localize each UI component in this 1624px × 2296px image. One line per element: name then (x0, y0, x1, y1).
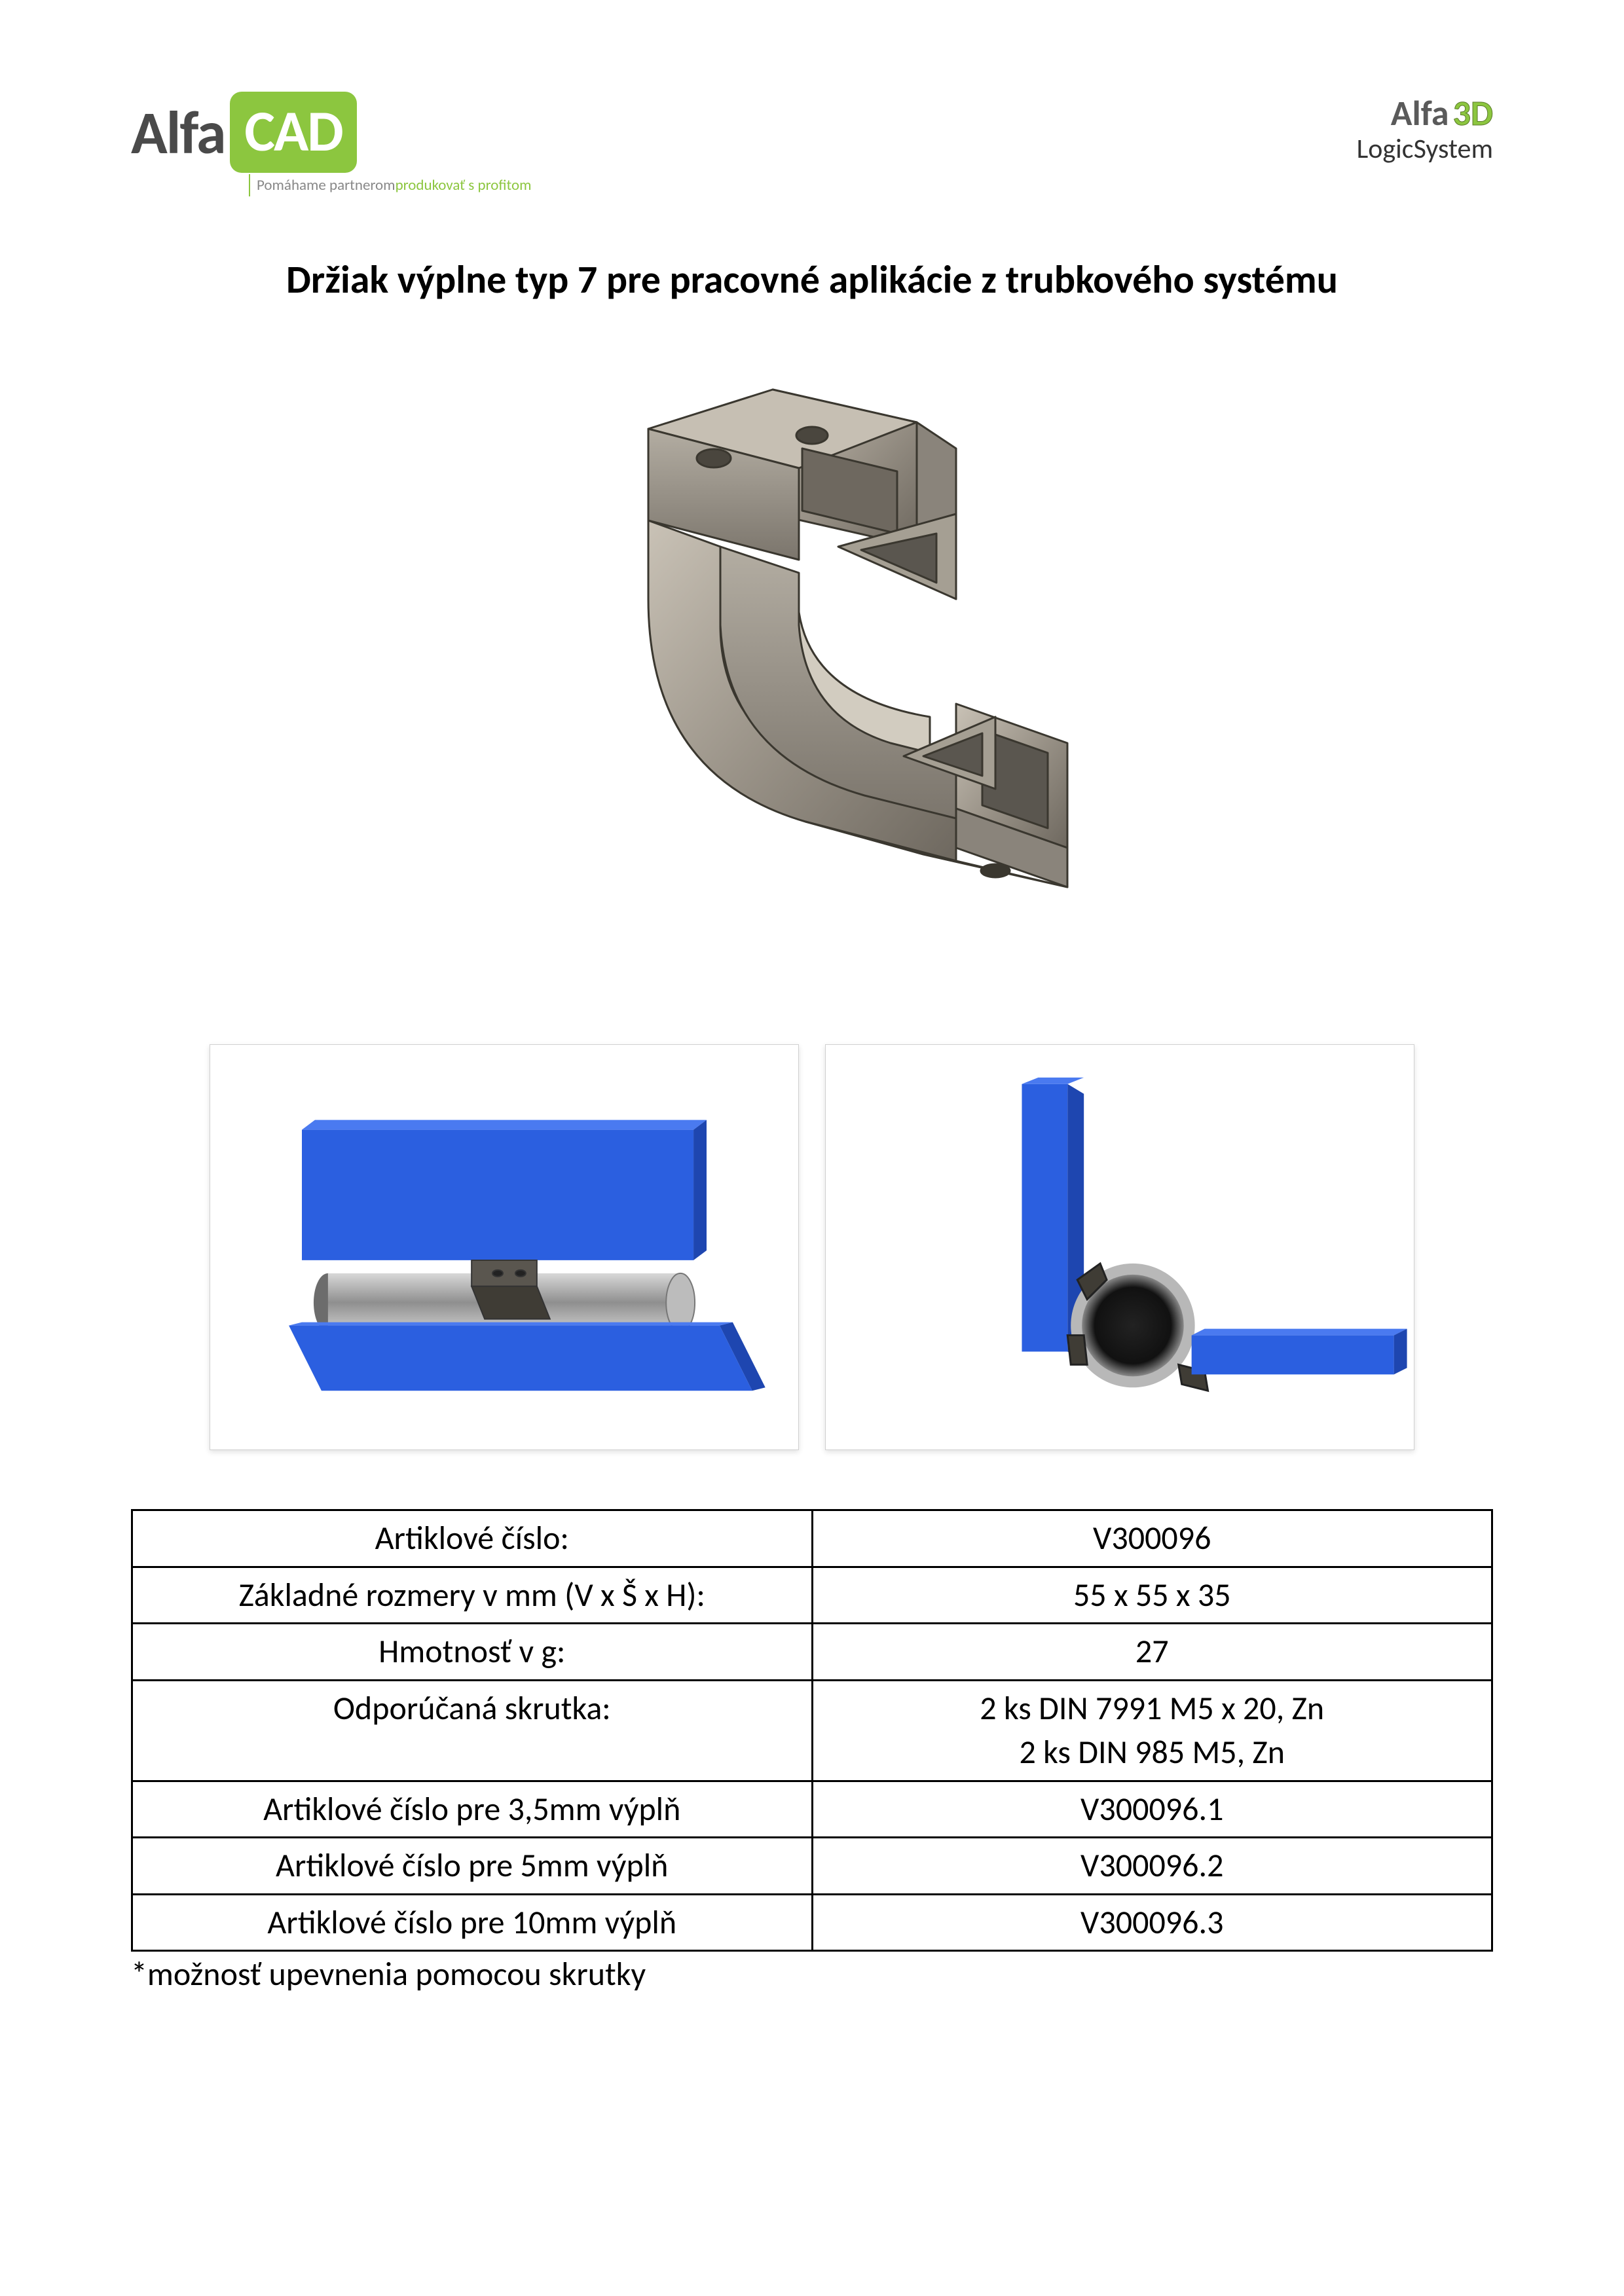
spec-table: Artiklové číslo:V300096Základné rozmery … (131, 1509, 1493, 1952)
spec-label: Artiklové číslo pre 3,5mm výplň (132, 1781, 813, 1838)
logo-prefix: Alfa (131, 96, 225, 170)
spec-value: 2 ks DIN 7991 M5 x 20, Zn2 ks DIN 985 M5… (812, 1680, 1492, 1781)
spec-value: V300096.1 (812, 1781, 1492, 1838)
spec-label: Hmotnosť v g: (132, 1624, 813, 1681)
hero-render (131, 350, 1493, 939)
logicsystem-label: LogicSystem (1357, 132, 1493, 166)
spec-label: Artiklové číslo pre 10mm výplň (132, 1894, 813, 1951)
logo-alfa3d: Alfa 3D LogicSystem (1357, 92, 1493, 166)
spec-label: Artiklové číslo pre 5mm výplň (132, 1838, 813, 1895)
footnote: *možnosť upevnenia pomocou skrutky (131, 1954, 1493, 1994)
thumbnail-assembly-2 (825, 1044, 1414, 1450)
spec-value: V300096.2 (812, 1838, 1492, 1895)
bracket-3d-icon (498, 350, 1126, 939)
spec-value: 55 x 55 x 35 (812, 1567, 1492, 1624)
table-row: Artiklové číslo pre 5mm výplňV300096.2 (132, 1838, 1492, 1895)
table-row: Artiklové číslo pre 3,5mm výplňV300096.1 (132, 1781, 1492, 1838)
table-row: Základné rozmery v mm (V x Š x H):55 x 5… (132, 1567, 1492, 1624)
table-row: Artiklové číslo pre 10mm výplňV300096.3 (132, 1894, 1492, 1951)
spec-value: 27 (812, 1624, 1492, 1681)
table-row: Odporúčaná skrutka:2 ks DIN 7991 M5 x 20… (132, 1680, 1492, 1781)
table-row: Artiklové číslo:V300096 (132, 1510, 1492, 1567)
thumbnail-assembly-1 (210, 1044, 799, 1450)
spec-label: Artiklové číslo: (132, 1510, 813, 1567)
spec-label: Odporúčaná skrutka: (132, 1680, 813, 1781)
page-title: Držiak výplne typ 7 pre pracovné aplikác… (183, 255, 1441, 304)
table-row: Hmotnosť v g:27 (132, 1624, 1492, 1681)
thumbnail-row (131, 1044, 1493, 1450)
spec-table-body: Artiklové číslo:V300096Základné rozmery … (132, 1510, 1492, 1951)
logo-tagline: Pomáhame partnerom produkovať s profitom (249, 174, 532, 196)
spec-value: V300096.3 (812, 1894, 1492, 1951)
logo-cad-badge: CAD (230, 92, 356, 173)
spec-value: V300096 (812, 1510, 1492, 1567)
page-header: Alfa CAD Pomáhame partnerom produkovať s… (131, 92, 1493, 196)
logo-alfacad: Alfa CAD Pomáhame partnerom produkovať s… (131, 92, 532, 196)
spec-label: Základné rozmery v mm (V x Š x H): (132, 1567, 813, 1624)
